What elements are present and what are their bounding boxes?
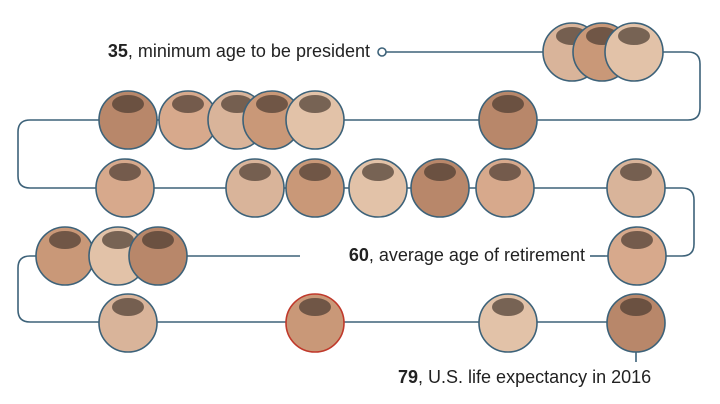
hair <box>489 163 521 181</box>
annotation: 60, average age of retirement <box>349 245 585 265</box>
hair <box>112 95 144 113</box>
hair <box>112 298 144 316</box>
hair <box>299 95 331 113</box>
hair <box>620 298 652 316</box>
faces <box>35 22 667 353</box>
hair <box>618 27 650 45</box>
timeline-path <box>17 51 701 362</box>
hair <box>172 95 204 113</box>
annotation-number: 35 <box>108 41 128 61</box>
hair <box>239 163 271 181</box>
annotation: 35, minimum age to be president <box>108 41 370 61</box>
hair <box>621 231 653 249</box>
label-backdrop <box>300 244 605 268</box>
annotation-text: , minimum age to be president <box>128 41 370 61</box>
hair <box>492 298 524 316</box>
annotation-number: 79 <box>398 367 418 387</box>
hair <box>109 163 141 181</box>
annotation: 79, U.S. life expectancy in 2016 <box>398 367 651 387</box>
hair <box>424 163 456 181</box>
hair <box>102 231 134 249</box>
hair <box>299 163 331 181</box>
hair <box>49 231 81 249</box>
hair <box>299 298 331 316</box>
annotation-number: 60 <box>349 245 369 265</box>
hair <box>492 95 524 113</box>
hair <box>362 163 394 181</box>
annotation-text: , U.S. life expectancy in 2016 <box>418 367 651 387</box>
annotation-text: , average age of retirement <box>369 245 585 265</box>
start-marker <box>377 47 387 57</box>
hair <box>620 163 652 181</box>
hair <box>142 231 174 249</box>
hair <box>256 95 288 113</box>
